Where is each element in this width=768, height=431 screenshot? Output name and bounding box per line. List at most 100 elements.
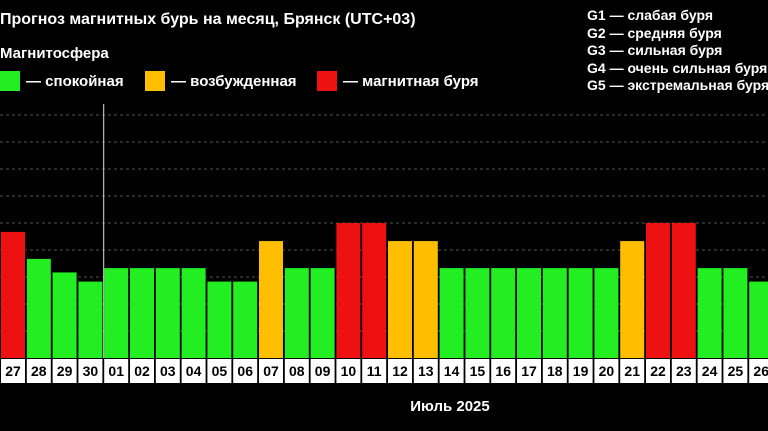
bar-21 [620,241,645,358]
tick-box-08 [284,359,309,383]
tick-box-21 [620,359,645,383]
legend-item-calm: — спокойная [0,71,124,91]
tick-box-27 [1,359,25,383]
bar-08 [284,268,309,358]
x-axis-label: Июль 2025 [410,398,490,415]
magnetosphere-label: Магнитосфера [0,45,109,62]
tick-label-18: 18 [547,363,563,379]
bar-07 [259,241,283,358]
bar-15 [465,268,490,358]
tick-label-08: 08 [289,363,305,379]
tick-label-20: 20 [599,363,615,379]
bar-11 [362,223,387,358]
tick-label-30: 30 [83,363,99,379]
tick-label-06: 06 [237,363,253,379]
page-title: Прогноз магнитных бурь на месяц, Брянск … [0,11,416,28]
bar-18 [542,268,567,358]
bar-24 [697,268,722,358]
tick-label-15: 15 [470,363,486,379]
tick-box-05 [207,359,232,383]
bar-06 [233,281,258,358]
tick-label-27: 27 [5,363,21,379]
bar-29 [52,272,77,358]
tick-box-29 [52,359,77,383]
tick-label-28: 28 [31,363,47,379]
tick-box-18 [542,359,567,383]
bar-16 [491,268,516,358]
tick-box-10 [336,359,361,383]
legend-swatch-storm [317,71,337,91]
bar-02 [130,268,154,358]
tick-label-13: 13 [418,363,434,379]
tick-box-15 [465,359,490,383]
tick-label-17: 17 [521,363,537,379]
bar-17 [517,268,541,358]
storm-level-g5: G5 — экстремальная буря [587,77,768,93]
tick-box-07 [259,359,283,383]
bar-10 [336,223,361,358]
tick-label-11: 11 [367,363,382,379]
storm-level-legend: G1 — слабая буря G2 — средняя буря G3 — … [587,7,768,95]
tick-box-11 [362,359,387,383]
bar-19 [568,268,593,358]
tick-label-09: 09 [315,363,331,379]
storm-level-g3: G3 — сильная буря [587,42,723,58]
tick-box-04 [181,359,206,383]
bar-23 [671,223,696,358]
tick-box-30 [78,359,103,383]
tick-label-14: 14 [444,363,460,379]
bar-26 [749,281,768,358]
tick-label-22: 22 [650,363,666,379]
tick-label-02: 02 [134,363,150,379]
tick-box-20 [594,359,619,383]
tick-label-05: 05 [212,363,228,379]
legend-item-storm: — магнитная буря [317,71,479,91]
tick-label-07: 07 [263,363,279,379]
tick-label-21: 21 [624,363,640,379]
tick-label-25: 25 [728,363,744,379]
bar-30 [78,281,103,358]
tick-box-19 [568,359,593,383]
tick-box-28 [26,359,51,383]
bar-13 [413,241,438,358]
legend-swatch-excited [145,71,165,91]
tick-box-01 [104,359,129,383]
tick-label-10: 10 [341,363,357,379]
storm-level-g4: G4 — очень сильная буря [587,59,768,76]
legend-label-calm: — спокойная [26,72,124,90]
legend-label-excited: — возбужденная [171,72,297,90]
bar-25 [723,268,748,358]
tick-label-16: 16 [495,363,511,379]
bar-09 [310,268,335,358]
tick-box-17 [517,359,541,383]
bar-20 [594,268,619,358]
legend-label-storm: — магнитная буря [343,72,479,90]
tick-box-12 [388,359,412,383]
storm-level-g2: G2 — средняя буря [587,24,722,41]
tick-box-16 [491,359,516,383]
tick-box-02 [130,359,154,383]
bar-03 [155,268,180,358]
bar-14 [439,268,464,358]
bar-22 [646,223,670,358]
tick-label-12: 12 [392,363,408,379]
tick-label-03: 03 [160,363,176,379]
tick-box-06 [233,359,258,383]
tick-box-22 [646,359,670,383]
bar-12 [388,241,412,358]
tick-box-25 [723,359,748,383]
tick-box-26 [749,359,768,383]
tick-box-14 [439,359,464,383]
bar-05 [207,281,232,358]
tick-label-24: 24 [702,363,718,379]
tick-box-03 [155,359,180,383]
bar-28 [26,258,51,358]
tick-box-13 [413,359,438,383]
storm-level-g1: G1 — слабая буря [587,7,714,23]
tick-label-23: 23 [676,363,692,379]
bar-27 [1,231,25,358]
bar-01 [104,268,129,358]
tick-label-04: 04 [186,363,202,379]
